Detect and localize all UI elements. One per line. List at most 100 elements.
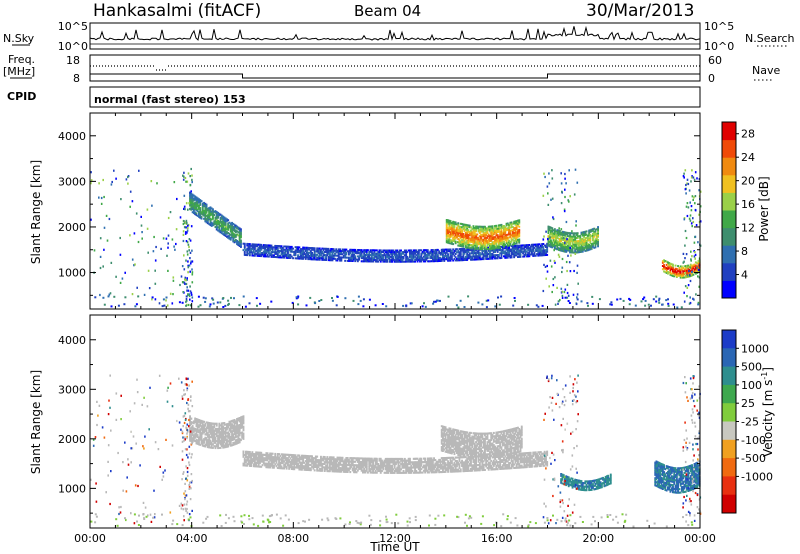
heatmap-cell — [472, 245, 475, 248]
heatmap-cell — [264, 252, 266, 255]
heatmap-cell — [292, 462, 294, 465]
heatmap-cell — [205, 428, 208, 431]
heatmap-cell — [261, 455, 264, 458]
heatmap-cell — [508, 225, 510, 228]
heatmap-cell — [492, 230, 495, 232]
heatmap-cell — [248, 451, 251, 454]
heatmap-cell — [102, 178, 104, 182]
heatmap-cell — [222, 297, 225, 299]
heatmap-cell — [480, 248, 482, 251]
heatmap-cell — [311, 248, 313, 251]
heatmap-cell — [561, 294, 564, 297]
heatmap-cell — [208, 441, 211, 444]
heatmap-cell — [560, 249, 563, 252]
heatmap-cell — [290, 459, 293, 462]
heatmap-cell — [229, 238, 232, 241]
heatmap-cell — [539, 246, 542, 249]
heatmap-cell — [219, 433, 222, 436]
heatmap-cell — [243, 253, 246, 256]
heatmap-cell — [424, 252, 427, 255]
nave-tick-bottom: 0 — [708, 72, 715, 85]
heatmap-cell — [351, 250, 354, 253]
heatmap-cell — [353, 469, 355, 472]
heatmap-cell — [439, 258, 442, 261]
heatmap-cell — [287, 256, 289, 259]
heatmap-cell — [232, 226, 235, 228]
heatmap-cell — [271, 461, 274, 464]
heatmap-cell — [242, 464, 245, 467]
heatmap-cell — [131, 200, 134, 203]
heatmap-cell — [472, 249, 475, 251]
heatmap-cell — [442, 255, 444, 258]
heatmap-cell — [205, 208, 208, 211]
heatmap-cell — [195, 421, 198, 424]
heatmap-cell — [475, 246, 477, 249]
heatmap-cell — [336, 251, 339, 254]
heatmap-cell — [491, 228, 494, 231]
heatmap-cell — [577, 282, 579, 285]
heatmap-cell — [490, 227, 493, 230]
heatmap-cell — [219, 216, 222, 219]
heatmap-cell — [486, 253, 489, 256]
heatmap-cell — [449, 232, 452, 235]
heatmap-cell — [335, 254, 338, 257]
heatmap-cell — [514, 231, 517, 234]
heatmap-cell — [289, 460, 292, 463]
heatmap-cell — [227, 222, 230, 225]
heatmap-cell — [198, 441, 200, 444]
heatmap-cell — [439, 253, 442, 256]
heatmap-cell — [576, 271, 578, 274]
heatmap-cell — [146, 208, 149, 211]
heatmap-cell — [407, 260, 410, 263]
heatmap-cell — [167, 216, 170, 220]
heatmap-cell — [223, 216, 226, 219]
heatmap-cell — [391, 249, 394, 252]
heatmap-cell — [543, 249, 546, 252]
heatmap-cell — [183, 207, 185, 210]
heatmap-cell — [312, 247, 315, 250]
heatmap-cell — [393, 259, 396, 262]
heatmap-cell — [334, 466, 336, 469]
heatmap-cell — [457, 257, 460, 260]
heatmap-cell — [522, 250, 524, 253]
heatmap-cell — [212, 426, 214, 429]
heatmap-cell — [515, 249, 518, 252]
heatmap-cell — [242, 295, 245, 298]
heatmap-cell — [501, 236, 504, 239]
heatmap-cell — [341, 463, 344, 466]
heatmap-cell — [515, 244, 518, 247]
heatmap-cell — [476, 247, 479, 250]
heatmap-cell — [456, 234, 458, 237]
heatmap-cell — [539, 248, 542, 250]
heatmap-cell — [569, 233, 571, 236]
heatmap-cell — [209, 427, 212, 430]
heatmap-cell — [555, 233, 557, 236]
heatmap-cell — [466, 227, 469, 230]
heatmap-cell — [401, 259, 404, 262]
heatmap-cell — [484, 225, 486, 228]
heatmap-cell — [461, 239, 463, 242]
heatmap-cell — [284, 458, 287, 461]
heatmap-cell — [486, 230, 489, 233]
heatmap-cell — [223, 227, 226, 230]
heatmap-cell — [340, 253, 343, 256]
heatmap-cell — [481, 230, 484, 233]
heatmap-cell — [244, 305, 247, 308]
heatmap-cell — [414, 260, 416, 263]
heatmap-cell — [209, 439, 212, 442]
heatmap-cell — [501, 244, 504, 247]
heatmap-cell — [511, 225, 514, 228]
heatmap-cell — [546, 253, 549, 256]
heatmap-cell — [697, 268, 700, 271]
heatmap-cell — [231, 223, 233, 226]
heatmap-cell — [523, 250, 526, 253]
heatmap-cell — [181, 281, 184, 284]
heatmap-cell — [237, 228, 240, 231]
heatmap-cell — [501, 239, 504, 242]
heatmap-cell — [486, 241, 489, 244]
heatmap-cell — [470, 239, 472, 242]
heatmap-cell — [508, 255, 510, 257]
heatmap-cell — [360, 252, 363, 255]
heatmap-cell — [629, 298, 632, 301]
heatmap-cell — [475, 227, 477, 230]
